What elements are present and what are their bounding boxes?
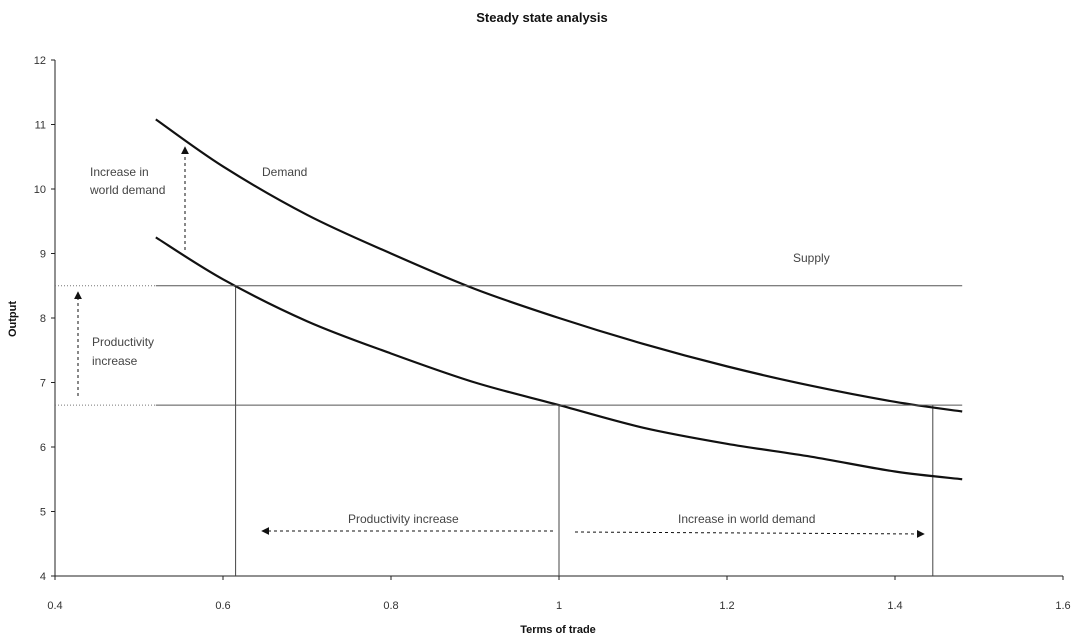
- annotation-world-demand-horizontal: Increase in world demand: [678, 512, 815, 526]
- chart-title: Steady state analysis: [476, 10, 608, 25]
- y-tick-label: 5: [40, 507, 46, 519]
- y-tick-label: 9: [40, 249, 46, 261]
- y-tick-label: 10: [34, 184, 46, 196]
- y-tick-label: 6: [40, 442, 46, 454]
- annotation-productivity-line1: Productivity: [92, 335, 154, 349]
- x-tick-label: 0.8: [383, 600, 398, 612]
- annotation-increase-world-demand-line1: Increase in: [90, 165, 149, 179]
- x-tick-label: 0.4: [47, 600, 62, 612]
- arrow-world-demand-right: [574, 529, 925, 538]
- series-lines: [155, 118, 963, 481]
- x-axis-label: Terms of trade: [520, 624, 596, 636]
- annotation-productivity-line2: increase: [92, 354, 138, 368]
- x-tick-label: 1.6: [1055, 600, 1070, 612]
- y-tick-label: 8: [40, 313, 46, 325]
- annotation-increase-world-demand-line2: world demand: [89, 183, 165, 197]
- annotation-productivity-horizontal: Productivity increase: [348, 512, 459, 526]
- y-tick-label: 12: [34, 55, 46, 67]
- series-line-high: [155, 118, 963, 413]
- y-tick-label: 4: [40, 571, 46, 583]
- ticks: 0.4 0.6 0.8 1 1.2 1.4 1.6 4 5 6 7 8 9 10 11 12: [34, 55, 1071, 612]
- supply-label: Supply: [793, 251, 830, 265]
- y-tick-label: 7: [40, 378, 46, 390]
- x-tick-label: 1: [556, 600, 562, 612]
- x-tick-label: 1.2: [719, 600, 734, 612]
- x-tick-label: 1.4: [887, 600, 902, 612]
- demand-label: Demand: [262, 165, 307, 179]
- x-tick-label: 0.6: [215, 600, 230, 612]
- y-axis-label: Output: [7, 301, 19, 337]
- guide-lines: [55, 285, 934, 576]
- y-tick-label: 11: [35, 120, 46, 132]
